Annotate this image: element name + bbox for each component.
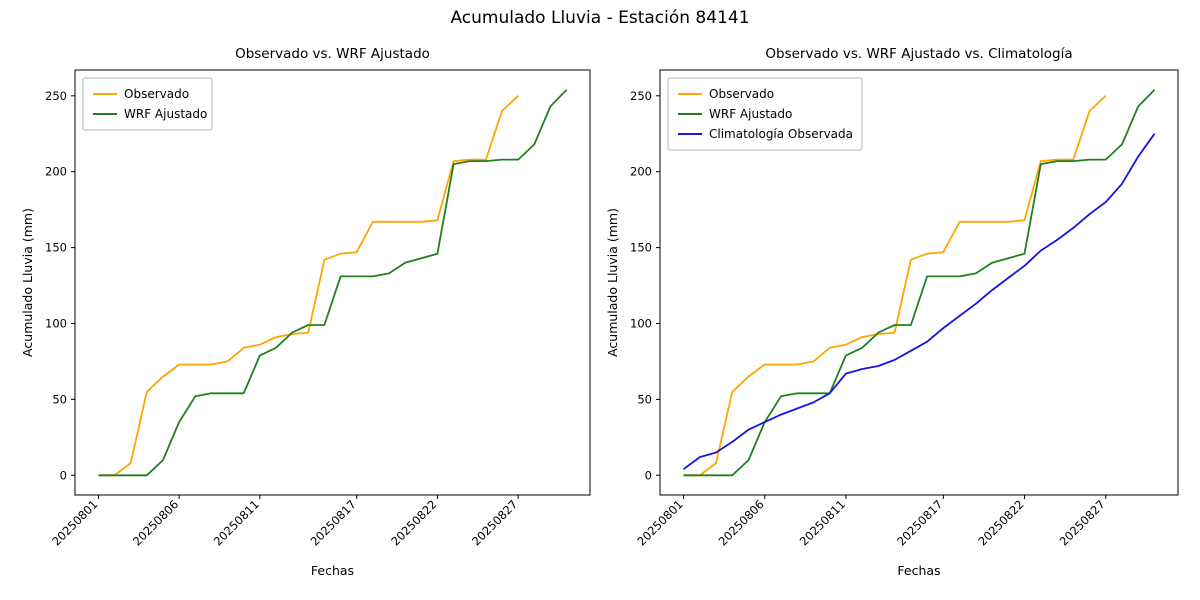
x-ticks: 20250801 20250806 20250811 20250817 20250822… — [49, 495, 520, 549]
legend-label: Observado — [709, 87, 774, 101]
y-tick-label: 50 — [637, 392, 652, 406]
legend-box — [82, 77, 213, 131]
x-tick-label: 20250806 — [716, 497, 767, 548]
legend-box — [667, 77, 863, 151]
x-tick-label: 20250801 — [634, 497, 685, 548]
x-tick-label: 20250801 — [49, 497, 100, 548]
y-tick-label: 50 — [52, 392, 67, 406]
series-line-climatolog-a-observada — [682, 133, 1156, 470]
x-ticks: 20250801 20250806 20250811 20250817 20250822… — [634, 495, 1108, 549]
y-tick-label: 250 — [630, 89, 652, 103]
figure-title: Acumulado Lluvia - Estación 84141 — [450, 8, 750, 28]
axes-frame — [659, 69, 1179, 496]
x-tick-label: 20250811 — [797, 497, 848, 548]
x-axis-label: Fechas — [311, 563, 354, 578]
y-axis-label: Acumulado Lluvia (mm) — [20, 208, 35, 357]
y-tick-label: 250 — [45, 89, 67, 103]
x-tick-label: 20250827 — [469, 497, 520, 548]
y-tick-label: 0 — [60, 468, 67, 482]
series-line-wrf-ajustado — [98, 89, 568, 477]
y-tick-label: 150 — [630, 241, 652, 255]
series-line-wrf-ajustado — [683, 89, 1156, 477]
y-tick-label: 150 — [45, 241, 67, 255]
legend-label: WRF Ajustado — [709, 107, 792, 121]
x-tick-label: 20250817 — [894, 497, 945, 548]
x-axis-label: Fechas — [897, 563, 940, 578]
x-tick-label: 20250806 — [130, 497, 181, 548]
y-ticks: 0 50 100 150 200 250 — [45, 89, 75, 482]
y-tick-label: 100 — [630, 317, 652, 331]
x-tick-label: 20250822 — [975, 497, 1026, 548]
legend-label: WRF Ajustado — [124, 107, 207, 121]
y-tick-label: 0 — [645, 468, 652, 482]
legend-label: Observado — [124, 87, 189, 101]
y-tick-label: 200 — [45, 165, 67, 179]
legend: Observado WRF Ajustado — [82, 77, 213, 131]
y-axis-label: Acumulado Lluvia (mm) — [605, 208, 620, 357]
x-tick-label: 20250827 — [1057, 497, 1108, 548]
x-tick-label: 20250811 — [211, 497, 262, 548]
series-line-observado — [683, 95, 1107, 477]
x-tick-label: 20250817 — [308, 497, 359, 548]
subplot-title: Observado vs. WRF Ajustado — [235, 46, 430, 62]
y-tick-label: 100 — [45, 317, 67, 331]
x-tick-label: 20250822 — [388, 497, 439, 548]
series-line-observado — [98, 95, 519, 477]
y-ticks: 0 50 100 150 200 250 — [630, 89, 660, 482]
legend-label: Climatología Observada — [709, 127, 853, 141]
subplot-title: Observado vs. WRF Ajustado vs. Climatolo… — [765, 46, 1072, 62]
legend: Observado WRF Ajustado Climatología Observ… — [667, 77, 863, 151]
axes-frame — [74, 69, 591, 496]
y-tick-label: 200 — [630, 165, 652, 179]
